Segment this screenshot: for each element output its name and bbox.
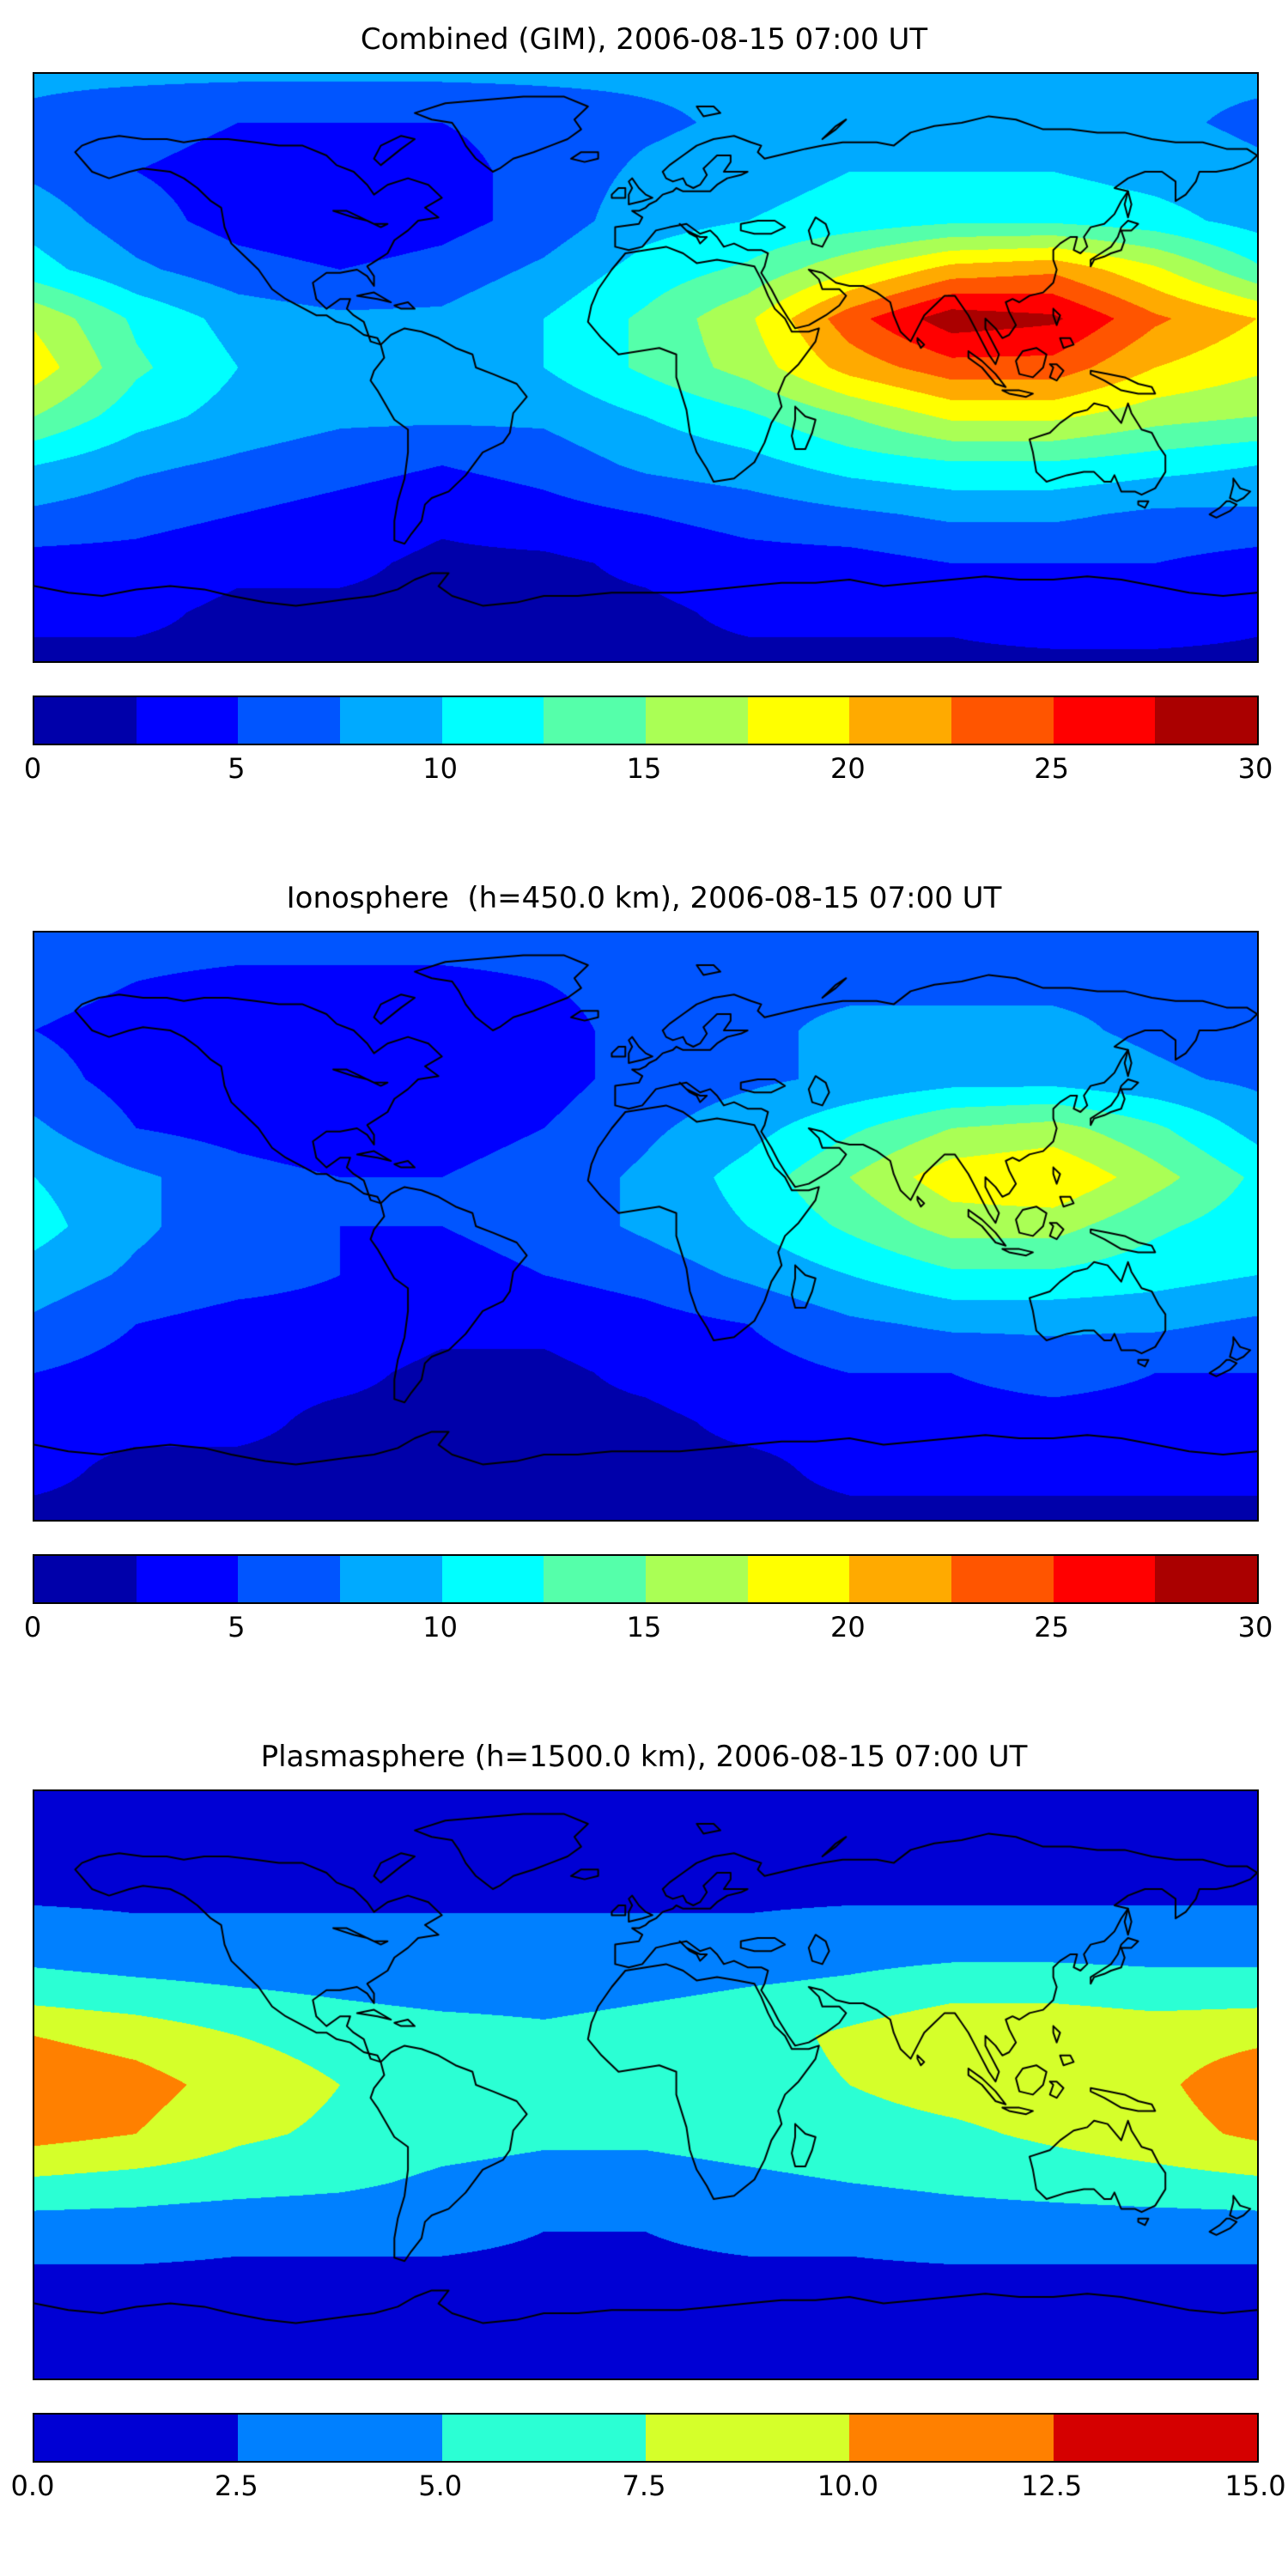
colorbar-tick-label: 15.0 [1224, 2470, 1286, 2502]
combined-colorbar [33, 696, 1259, 745]
panel-ionosphere: Ionosphere (h=450.0 km), 2006-08-15 07:0… [0, 859, 1288, 1717]
combined-map-canvas [34, 74, 1257, 661]
colorbar-segment [849, 2415, 1054, 2461]
colorbar-segment [238, 2415, 442, 2461]
plasmasphere-colorbar [33, 2413, 1259, 2463]
colorbar-tick-label: 15 [626, 752, 662, 785]
colorbar-segment [238, 1556, 341, 1602]
colorbar-segment [1053, 2415, 1257, 2461]
colorbar-tick-label: 0 [23, 752, 42, 785]
plasmasphere-map-canvas [34, 1791, 1257, 2379]
colorbar-segment [544, 697, 647, 744]
colorbar-segment [544, 1556, 647, 1602]
colorbar-tick-label: 0.0 [10, 2470, 55, 2502]
combined-title: Combined (GIM), 2006-08-15 07:00 UT [360, 22, 928, 57]
plasmasphere-map-frame [33, 1789, 1259, 2380]
ionosphere-map-canvas [34, 933, 1257, 1520]
panel-combined: Combined (GIM), 2006-08-15 07:00 UT 0 5 10… [0, 0, 1288, 859]
colorbar-tick-label: 7.5 [622, 2470, 666, 2502]
colorbar-tick-label: 30 [1237, 752, 1273, 785]
colorbar-tick-label: 10 [422, 1611, 459, 1643]
plasmasphere-title: Plasmasphere (h=1500.0 km), 2006-08-15 0… [260, 1740, 1028, 1774]
colorbar-tick-label: 25 [1034, 752, 1070, 785]
ionosphere-map-frame [33, 931, 1259, 1522]
ionosphere-colorbar [33, 1554, 1259, 1604]
colorbar-tick-label: 12.5 [1021, 2470, 1083, 2502]
colorbar-segment [849, 697, 952, 744]
colorbar-tick-label: 30 [1237, 1611, 1273, 1643]
plasmasphere-colorbar-ticks: 0.0 2.5 5.0 7.5 10.0 12.5 15.0 [11, 2470, 1286, 2512]
colorbar-segment [645, 2415, 850, 2461]
colorbar-segment [238, 697, 341, 744]
combined-map-frame [33, 72, 1259, 663]
ionosphere-title: Ionosphere (h=450.0 km), 2006-08-15 07:0… [286, 881, 1002, 915]
colorbar-segment [951, 1556, 1054, 1602]
colorbar-tick-label: 20 [829, 752, 866, 785]
colorbar-segment [340, 1556, 442, 1602]
colorbar-segment [747, 697, 850, 744]
colorbar-tick-label: 5 [228, 1611, 246, 1643]
colorbar-tick-label: 25 [1034, 1611, 1070, 1643]
colorbar-segment [1053, 1556, 1156, 1602]
colorbar-segment [1155, 1556, 1258, 1602]
panel-plasmasphere: Plasmasphere (h=1500.0 km), 2006-08-15 0… [0, 1717, 1288, 2576]
colorbar-segment [34, 697, 137, 744]
colorbar-segment [441, 2415, 646, 2461]
colorbar-tick-label: 5 [228, 752, 246, 785]
colorbar-segment [1155, 697, 1258, 744]
colorbar-segment [136, 697, 239, 744]
colorbar-tick-label: 15 [626, 1611, 662, 1643]
colorbar-segment [136, 1556, 239, 1602]
colorbar-segment [1053, 697, 1156, 744]
colorbar-segment [340, 697, 442, 744]
colorbar-segment [646, 1556, 748, 1602]
colorbar-segment [34, 2415, 239, 2461]
colorbar-segment [951, 697, 1054, 744]
colorbar-tick-label: 20 [829, 1611, 866, 1643]
colorbar-segment [646, 697, 748, 744]
combined-colorbar-ticks: 0 5 10 15 20 25 30 [24, 752, 1273, 795]
colorbar-tick-label: 10.0 [817, 2470, 878, 2502]
colorbar-tick-label: 5.0 [418, 2470, 463, 2502]
colorbar-tick-label: 2.5 [214, 2470, 258, 2502]
colorbar-segment [34, 1556, 137, 1602]
colorbar-segment [747, 1556, 850, 1602]
ionosphere-colorbar-ticks: 0 5 10 15 20 25 30 [24, 1611, 1273, 1654]
colorbar-tick-label: 0 [23, 1611, 42, 1643]
colorbar-tick-label: 10 [422, 752, 459, 785]
colorbar-segment [849, 1556, 952, 1602]
colorbar-segment [441, 697, 544, 744]
colorbar-segment [441, 1556, 544, 1602]
